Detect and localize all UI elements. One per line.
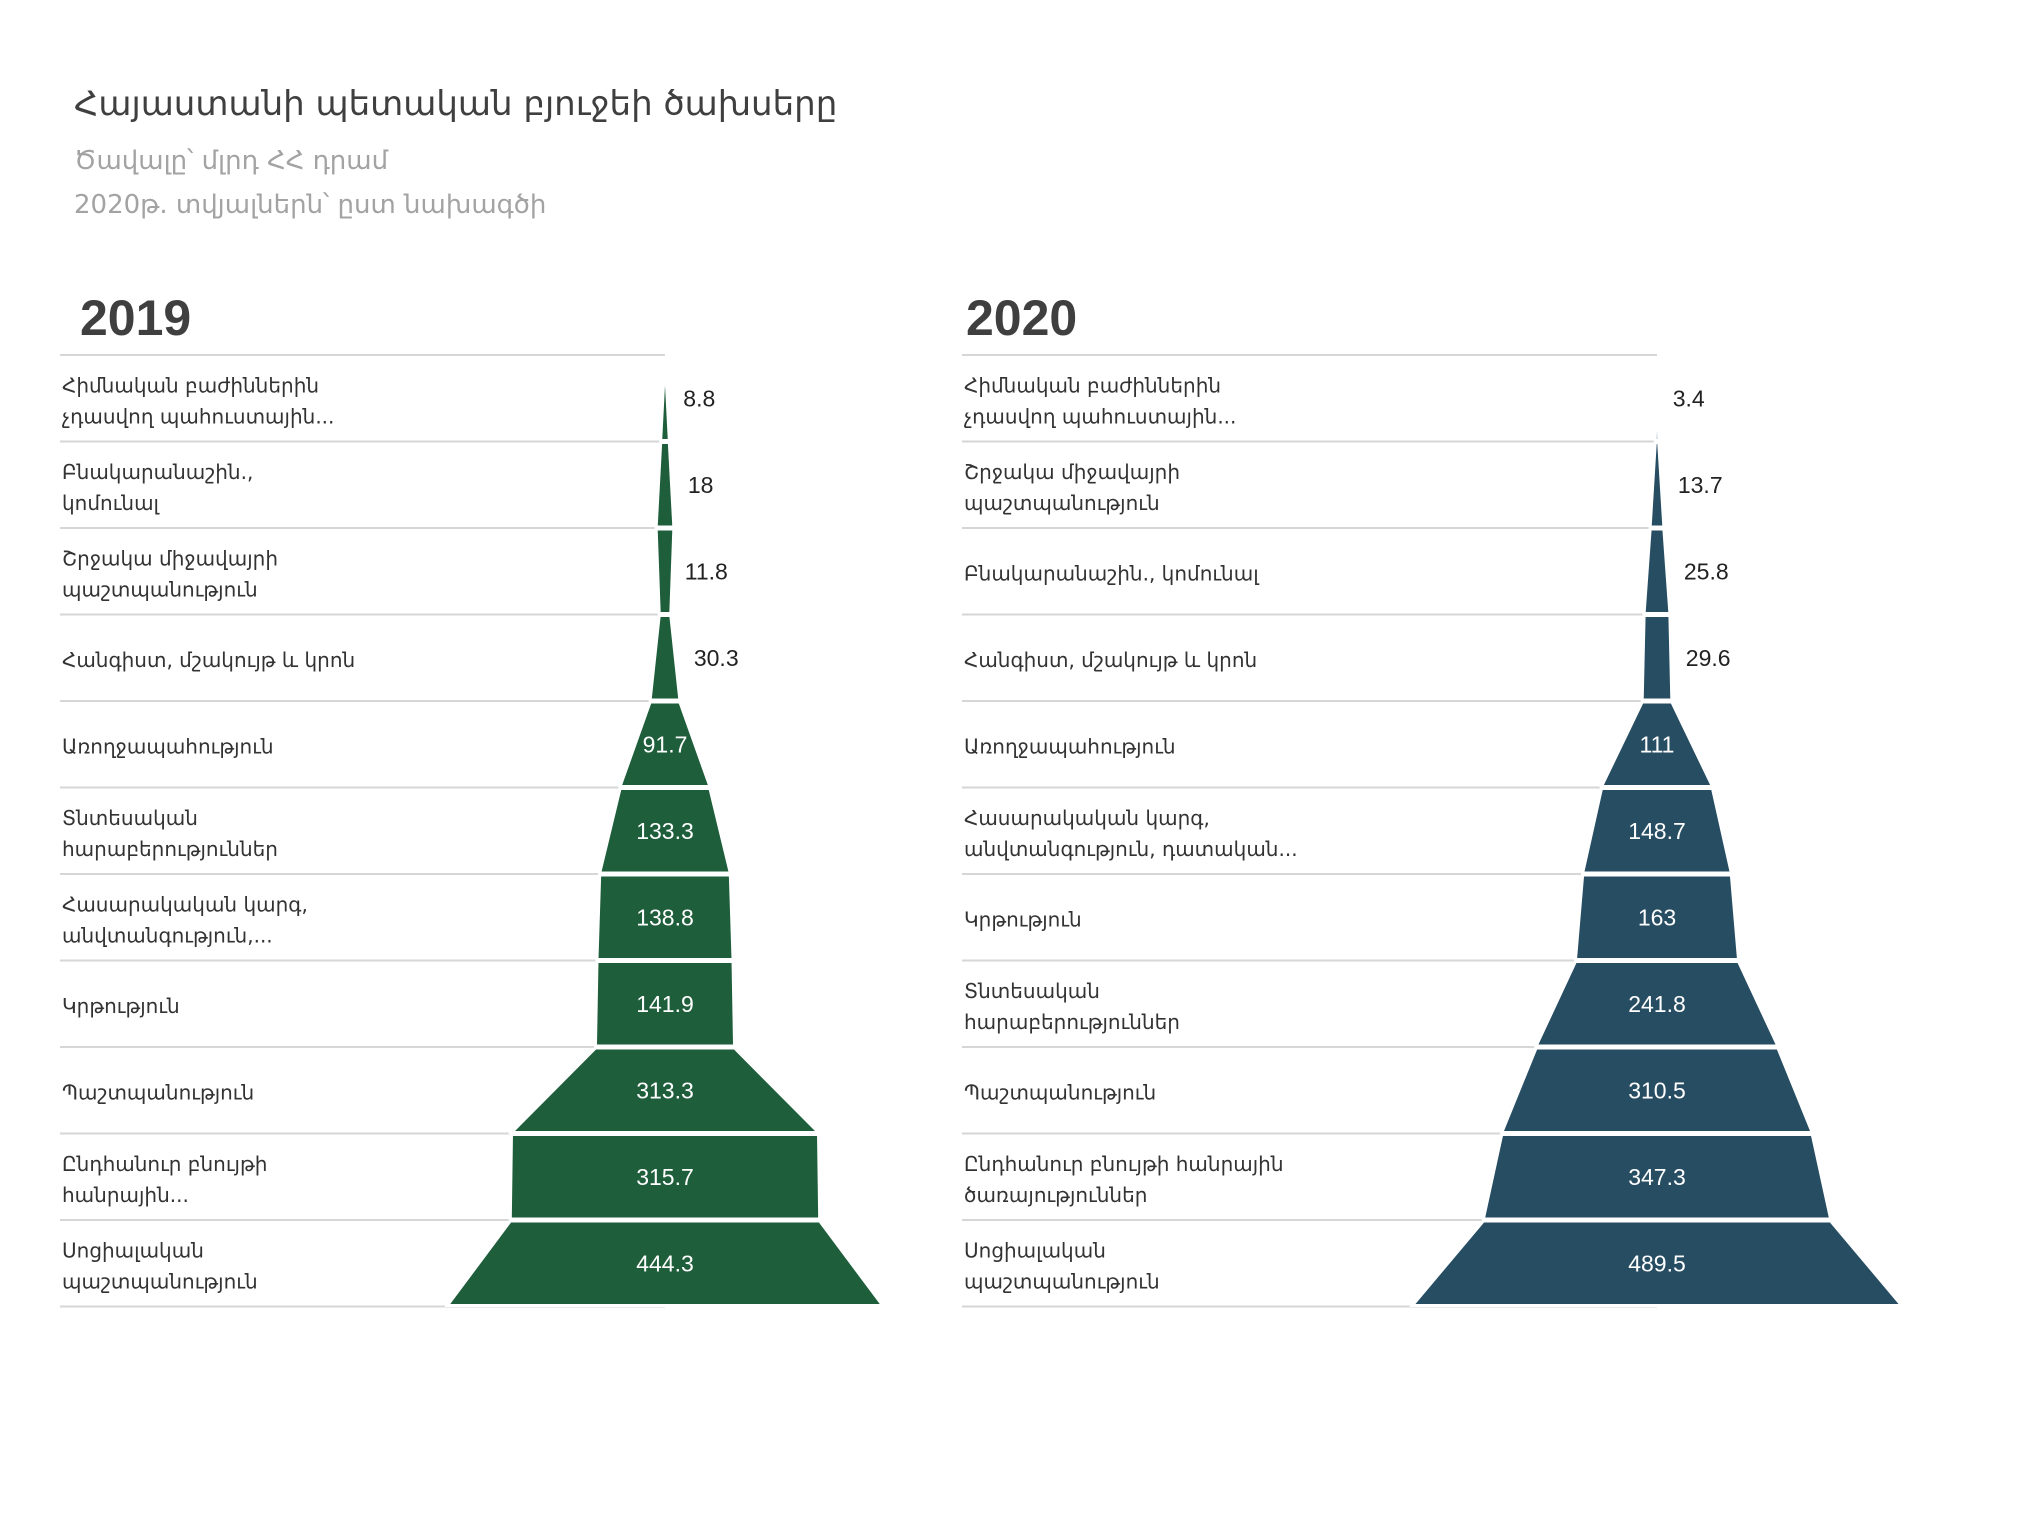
funnel-segment — [654, 441, 676, 529]
chart-note: 2020թ. տվյալներն՝ ըստ նախագծի — [74, 190, 547, 220]
chart-header: Հայաստանի պետական բյուջեի ծախսերը Ծավալը… — [74, 84, 837, 220]
category-label: անվտանգություն,... — [62, 923, 273, 947]
category-label: Շրջակա միջավայրի — [964, 460, 1180, 484]
category-label: Կրթություն — [964, 907, 1082, 931]
funnel-segment — [1642, 527, 1672, 615]
category-label: Ընդհանուր բնույթի — [62, 1152, 267, 1176]
funnel-segment — [617, 700, 713, 788]
category-label: Սոցիալական — [964, 1238, 1106, 1262]
data-label: 489.5 — [1628, 1250, 1686, 1276]
data-label: 111 — [1640, 731, 1675, 757]
funnel-segment — [648, 614, 682, 702]
data-label: 133.3 — [636, 818, 694, 844]
funnel-segment — [659, 355, 671, 442]
funnel-segment — [1499, 1046, 1815, 1134]
funnel-segment — [1481, 1133, 1833, 1221]
category-label: Ընդհանուր բնույթի հանրային — [964, 1152, 1284, 1176]
data-label: 91.7 — [643, 731, 688, 757]
funnel-segment — [1599, 700, 1715, 788]
funnel-segment — [593, 960, 737, 1048]
category-label: պաշտպանություն — [964, 1269, 1160, 1293]
category-label: Կրթություն — [62, 994, 180, 1018]
data-label: 315.7 — [636, 1164, 694, 1190]
category-label: հարաբերություններ — [62, 837, 278, 861]
funnel-segment — [507, 1046, 823, 1134]
category-label: պաշտպանություն — [964, 491, 1160, 515]
category-label: Պաշտպանություն — [62, 1080, 254, 1104]
category-label: Բնակարանաշին., — [62, 460, 253, 484]
data-label: 18 — [688, 472, 714, 498]
category-label: Շրջակա միջավայրի — [62, 546, 278, 570]
category-label: Հանգիստ, մշակույթ և կրոն — [62, 648, 355, 672]
category-label: չդասվող պահուստային... — [62, 404, 334, 428]
category-label: պաշտպանություն — [62, 1269, 258, 1293]
funnel-segment — [1409, 1219, 1905, 1307]
data-label: 30.3 — [694, 645, 739, 671]
funnel-segment — [1573, 873, 1741, 961]
data-label: 148.7 — [1628, 818, 1686, 844]
funnel-segment — [1580, 787, 1734, 875]
funnel-segment — [597, 787, 733, 875]
category-label: անվտանգություն, դատական... — [964, 837, 1298, 861]
category-label: չդասվող պահուստային... — [964, 404, 1236, 428]
chart-subtitle: Ծավալը՝ մլրդ ՀՀ դրամ — [74, 146, 389, 176]
category-label: Պաշտպանություն — [964, 1080, 1156, 1104]
data-label: 29.6 — [1686, 645, 1731, 671]
data-label: 138.8 — [636, 904, 694, 930]
funnel-segment — [1653, 355, 1661, 442]
category-label: Տնտեսական — [62, 806, 198, 830]
funnel-segment — [508, 1133, 822, 1221]
data-label: 310.5 — [1628, 1077, 1686, 1103]
category-label: Սոցիալական — [62, 1238, 204, 1262]
funnel-segment — [1640, 614, 1674, 702]
funnel-segment — [444, 1219, 886, 1307]
data-label: 3.4 — [1673, 385, 1705, 411]
data-label: 241.8 — [1628, 991, 1686, 1017]
funnel-segment — [654, 527, 676, 615]
category-label: պաշտպանություն — [62, 577, 258, 601]
category-label: Առողջապահություն — [62, 734, 274, 758]
data-label: 11.8 — [685, 558, 728, 584]
category-label: ծառայություններ — [964, 1183, 1147, 1207]
panel-year-title: 2020 — [966, 290, 1077, 346]
data-label: 25.8 — [1684, 558, 1729, 584]
data-label: 347.3 — [1628, 1164, 1686, 1190]
category-label: Հանգիստ, մշակույթ և կրոն — [964, 648, 1257, 672]
category-label: հանրային... — [62, 1183, 189, 1207]
data-label: 8.8 — [683, 385, 715, 411]
funnel-segment — [1648, 441, 1666, 529]
panel-year-title: 2019 — [80, 290, 191, 346]
funnel-segment — [1533, 960, 1781, 1048]
data-label: 313.3 — [636, 1077, 694, 1103]
category-label: Բնակարանաշին., կոմունալ — [964, 561, 1260, 585]
chart-title: Հայաստանի պետական բյուջեի ծախսերը — [74, 84, 838, 124]
funnel-segment — [595, 873, 735, 961]
category-label: Հասարակական կարգ, — [62, 892, 308, 916]
data-label: 141.9 — [636, 991, 694, 1017]
category-label: Հիմնական բաժիններին — [62, 373, 319, 397]
category-label: հարաբերություններ — [964, 1010, 1180, 1034]
category-label: Հիմնական բաժիններին — [964, 373, 1221, 397]
data-label: 163 — [1638, 904, 1676, 930]
category-label: Առողջապահություն — [964, 734, 1176, 758]
category-label: Հասարակական կարգ, — [964, 806, 1210, 830]
data-label: 444.3 — [636, 1250, 694, 1276]
data-label: 13.7 — [1678, 472, 1723, 498]
category-label: Տնտեսական — [964, 979, 1100, 1003]
category-label: կոմունալ — [62, 491, 161, 515]
